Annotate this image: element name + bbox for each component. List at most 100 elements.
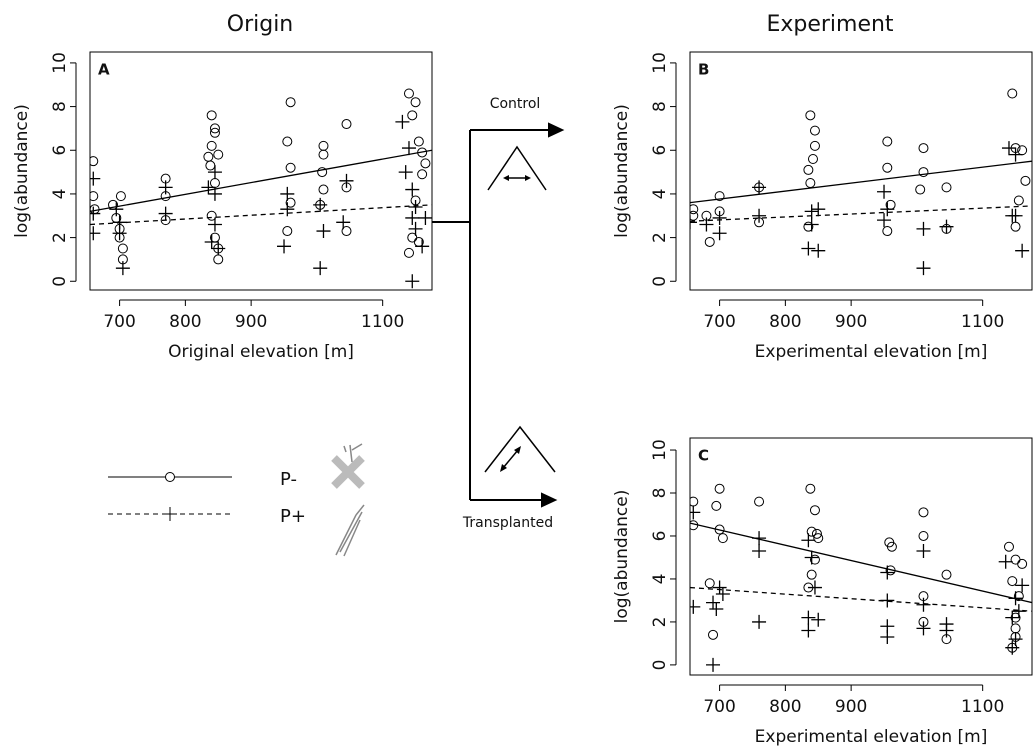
point: [712, 226, 727, 241]
point: [395, 114, 410, 129]
point: [313, 197, 328, 212]
point: [408, 221, 423, 236]
point: [410, 97, 421, 108]
x-tick-label: 700: [703, 697, 735, 717]
panel-label: C: [698, 447, 709, 465]
y-tick-label: 4: [650, 189, 670, 200]
y-tick-label: 8: [650, 488, 670, 499]
point: [318, 149, 329, 160]
point: [939, 623, 954, 638]
transplanted-label: Transplanted: [462, 515, 553, 531]
point: [811, 202, 826, 217]
panel-label: A: [98, 61, 110, 79]
point: [690, 505, 701, 520]
legend: P- P+: [108, 443, 365, 557]
point: [1013, 591, 1024, 602]
point: [708, 629, 719, 640]
point: [1013, 195, 1024, 206]
point: [806, 526, 817, 537]
point: [408, 200, 423, 215]
y-tick-label: 10: [50, 52, 70, 74]
point: [158, 180, 173, 195]
point: [918, 507, 929, 518]
point: [407, 110, 418, 121]
point: [690, 210, 699, 221]
point: [941, 182, 952, 193]
fit-line: [90, 149, 432, 213]
x-tick-label: 900: [235, 312, 267, 332]
y-tick-label: 2: [650, 617, 670, 628]
point: [803, 221, 814, 232]
point: [280, 186, 295, 201]
point: [809, 125, 820, 136]
point: [415, 239, 430, 254]
point: [690, 215, 697, 230]
point: [752, 180, 767, 195]
control-label: Control: [490, 96, 541, 112]
point: [90, 226, 101, 241]
y-tick-label: 10: [650, 52, 670, 74]
point: [804, 217, 819, 232]
x-tick-label: 800: [769, 312, 801, 332]
point: [918, 167, 929, 178]
point: [206, 140, 217, 151]
point: [801, 241, 816, 256]
x-tick-label: 1100: [361, 312, 404, 332]
point: [1005, 610, 1020, 625]
point: [1015, 578, 1030, 593]
point: [880, 565, 895, 580]
y-tick-label: 6: [650, 145, 670, 156]
point: [882, 136, 893, 147]
x-axis-label: Experimental elevation [m]: [755, 342, 988, 362]
point: [813, 533, 824, 544]
plot-frame: [689, 51, 1033, 291]
arrow-head: [503, 175, 509, 181]
y-tick-label: 10: [650, 439, 670, 461]
point: [109, 202, 124, 217]
y-tick-label: 0: [650, 659, 670, 670]
x-tick-label: 1100: [961, 697, 1004, 717]
point: [706, 595, 721, 610]
point: [752, 531, 767, 546]
point: [207, 165, 222, 180]
point: [207, 217, 222, 232]
plot-area: [690, 88, 1032, 276]
point: [115, 261, 130, 276]
x-tick-label: 800: [769, 697, 801, 717]
point: [877, 213, 892, 228]
point: [341, 226, 352, 237]
point: [282, 136, 293, 147]
y-tick-label: 6: [50, 145, 70, 156]
point: [699, 217, 714, 232]
point: [1017, 558, 1028, 569]
plot-frame: [689, 437, 1033, 676]
point: [918, 530, 929, 541]
point: [801, 610, 816, 625]
point: [803, 164, 814, 175]
x-tick-label: 700: [703, 312, 735, 332]
point: [90, 171, 101, 186]
y-tick-label: 0: [650, 276, 670, 287]
point: [805, 483, 816, 494]
point: [1007, 576, 1018, 587]
point: [1001, 141, 1016, 156]
point: [811, 243, 826, 258]
point: [709, 602, 724, 617]
point: [801, 533, 816, 548]
point: [405, 210, 420, 225]
point: [413, 136, 424, 147]
point: [805, 110, 816, 121]
point: [806, 569, 817, 580]
point: [711, 500, 722, 511]
point: [313, 261, 328, 276]
point: [714, 191, 725, 202]
point: [206, 210, 217, 221]
arrow-head: [500, 464, 507, 472]
y-tick-label: 6: [650, 531, 670, 542]
point: [882, 226, 893, 237]
x-axis-label: Original elevation [m]: [168, 342, 354, 362]
panel-label: B: [698, 61, 709, 79]
point: [1010, 554, 1021, 565]
point: [417, 169, 428, 180]
point: [115, 191, 126, 202]
